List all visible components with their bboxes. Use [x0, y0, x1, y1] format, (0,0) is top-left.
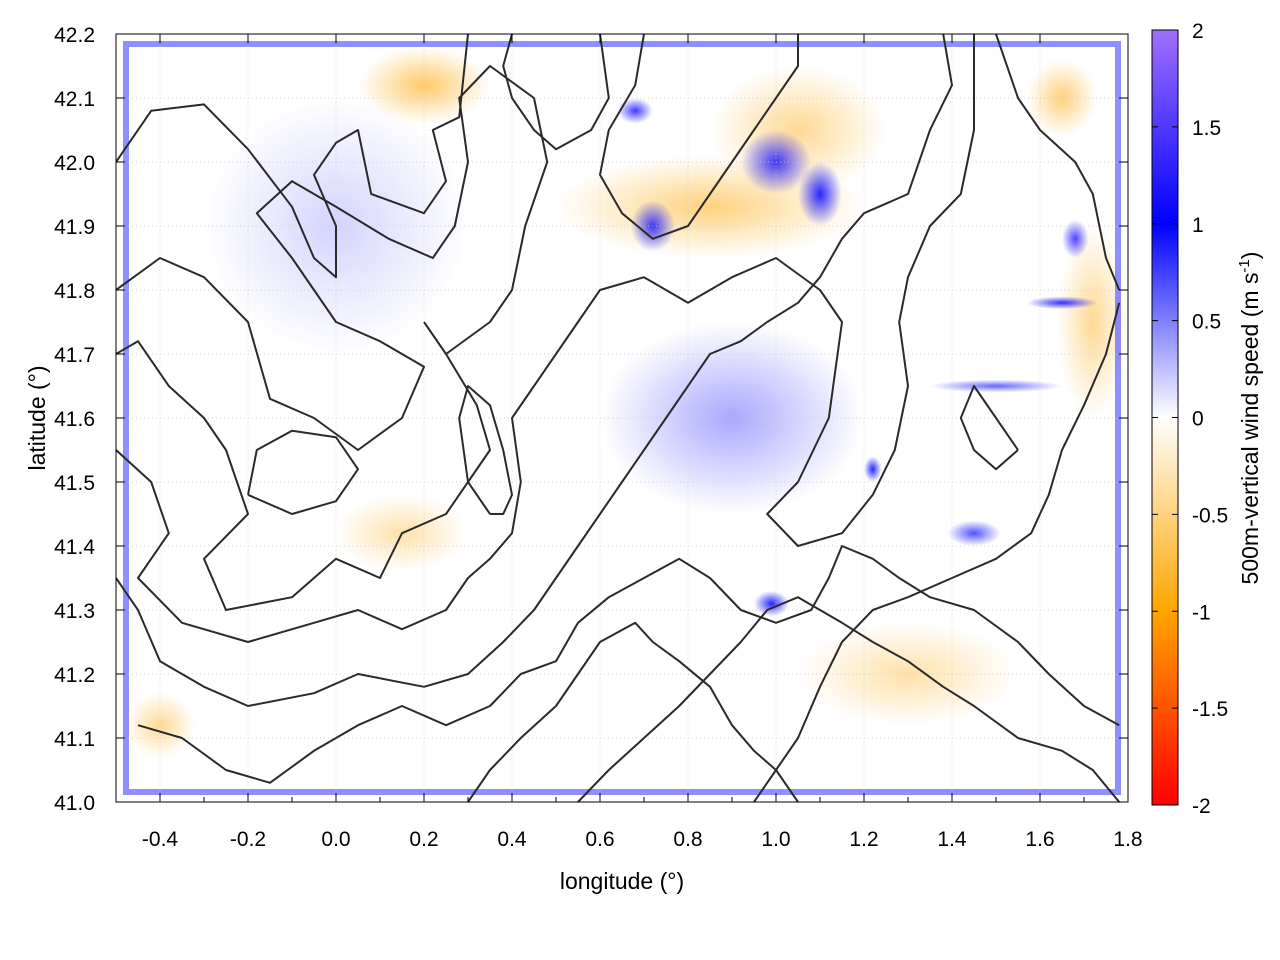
- y-tick-label: 41.5: [54, 472, 95, 495]
- y-tick-label: 42.1: [54, 88, 95, 111]
- contour-line: [116, 321, 491, 611]
- x-tick-label: 1.2: [849, 828, 878, 851]
- colorbar-tick-label: 2: [1192, 20, 1204, 43]
- field-feature: [1062, 219, 1089, 258]
- boundary-relaxation-band: [123, 41, 1121, 795]
- y-axis-title: latitude (°): [24, 365, 50, 470]
- topography-contours: [116, 34, 1121, 802]
- colorbar-tick-label: 0: [1192, 408, 1204, 431]
- y-tick-label: 41.4: [54, 536, 95, 559]
- field-feature: [358, 46, 490, 124]
- contour-line: [959, 385, 1019, 471]
- contour-line: [247, 429, 359, 515]
- x-tick-label: 0.2: [409, 828, 438, 851]
- colorbar-tick-label: 1.5: [1192, 117, 1221, 140]
- y-tick-label: 41.8: [54, 280, 95, 303]
- contour-line: [467, 621, 799, 802]
- y-tick-label: 41.2: [54, 664, 95, 687]
- y-tick-label: 41.9: [54, 216, 95, 239]
- colorbar-title-main: 500m-vertical wind speed (m s: [1237, 273, 1263, 585]
- contour-line: [753, 302, 1121, 802]
- y-tick-label: 41.1: [54, 728, 95, 751]
- y-tick-label: 41.3: [54, 600, 95, 623]
- contour-line: [137, 545, 1120, 784]
- plot-area: -0.4 -0.2 0.0 0.2 0.4 0.6 0.8 1.0 1.2 1.4 1.6 1.8 41…: [54, 24, 1142, 851]
- contour-line: [577, 596, 1120, 802]
- colorbar: 2 1.5 1 0.5 0 -0.5 -1 -1.5 -2: [1151, 20, 1228, 818]
- contour-line: [116, 34, 469, 279]
- field-feature: [1026, 296, 1098, 310]
- contour-line: [599, 34, 799, 240]
- x-tick-label: 0.6: [585, 828, 614, 851]
- wind-speed-field: [123, 41, 1128, 795]
- field-feature: [864, 456, 882, 483]
- field-feature: [930, 379, 1062, 393]
- x-tick-label: 1.6: [1025, 828, 1054, 851]
- colorbar-ticks: 2 1.5 1 0.5 0 -0.5 -1 -1.5 -2: [1152, 20, 1228, 818]
- colorbar-title-close: ): [1237, 252, 1263, 260]
- y-tick-label: 42.2: [54, 24, 95, 47]
- colorbar-tick-label: -2: [1192, 795, 1211, 818]
- contour-line: [116, 34, 953, 707]
- contour-line: [116, 34, 975, 643]
- x-tick-label: 0.0: [321, 828, 350, 851]
- colorbar-tick-label: -1: [1192, 601, 1211, 624]
- x-tick-label: 1.8: [1113, 828, 1142, 851]
- x-tick-label: 1.4: [937, 828, 967, 851]
- contour-line: [458, 385, 513, 515]
- contour-line: [995, 34, 1121, 291]
- x-axis-title: longitude (°): [560, 868, 684, 894]
- colorbar-tick-label: -1.5: [1192, 698, 1228, 721]
- field-feature: [617, 98, 653, 124]
- contour-line: [116, 65, 549, 451]
- field-feature: [124, 693, 196, 758]
- colorbar-tick-label: 1: [1192, 214, 1204, 237]
- field-feature: [798, 162, 842, 226]
- field-feature: [1057, 226, 1128, 418]
- y-tick-label: 41.7: [54, 344, 95, 367]
- grid-lines: [116, 34, 1128, 802]
- colorbar-title-exponent: -1: [1236, 259, 1253, 272]
- colorbar-tick-label: 0.5: [1192, 311, 1221, 334]
- x-tick-label: 0.8: [673, 828, 702, 851]
- x-tick-label: 1.0: [761, 828, 790, 851]
- y-tick-label: 42.0: [54, 152, 95, 175]
- y-tick-label: 41.6: [54, 408, 95, 431]
- axis-ticks: -0.4 -0.2 0.0 0.2 0.4 0.6 0.8 1.0 1.2 1.4 1.6 1.8 41…: [54, 24, 1142, 851]
- contour-line: [502, 34, 610, 151]
- x-tick-label: 0.4: [497, 828, 527, 851]
- x-tick-label: -0.4: [142, 828, 179, 851]
- y-tick-label: 41.0: [54, 792, 95, 815]
- colorbar-tick-label: -0.5: [1192, 504, 1228, 527]
- x-tick-label: -0.2: [230, 828, 266, 851]
- field-feature: [947, 520, 1001, 546]
- field-feature: [1026, 59, 1098, 137]
- colorbar-title: 500m-vertical wind speed (m s-1): [1236, 252, 1263, 585]
